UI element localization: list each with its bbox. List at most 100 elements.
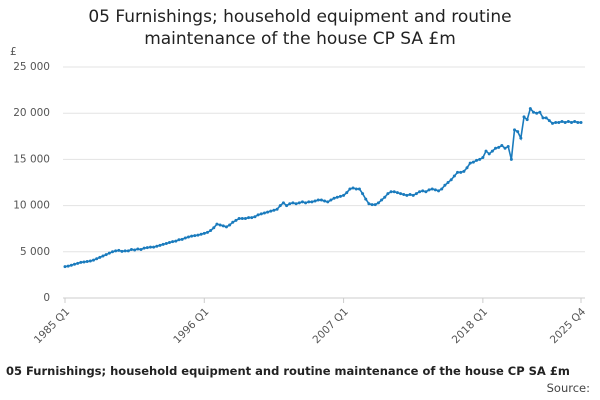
data-point xyxy=(468,161,472,165)
data-point xyxy=(345,191,349,195)
data-point xyxy=(471,160,475,164)
data-point xyxy=(243,217,247,221)
data-point xyxy=(411,193,415,197)
data-point xyxy=(319,198,323,202)
data-point xyxy=(63,265,67,269)
data-point xyxy=(231,220,235,224)
data-point xyxy=(348,187,352,191)
data-point xyxy=(253,215,257,219)
data-point xyxy=(528,107,532,111)
data-point xyxy=(285,204,289,208)
data-point xyxy=(180,237,184,241)
data-point xyxy=(148,245,152,249)
data-point xyxy=(579,120,583,124)
data-point xyxy=(114,249,118,253)
data-point xyxy=(259,212,263,216)
data-point xyxy=(437,189,441,193)
data-point xyxy=(196,233,200,237)
data-point xyxy=(177,238,181,242)
data-point xyxy=(281,201,285,205)
x-tick-label: 2025 Q4 xyxy=(548,306,589,347)
data-point xyxy=(373,203,377,207)
data-point xyxy=(145,246,149,250)
data-point xyxy=(405,193,409,197)
data-point xyxy=(304,201,308,205)
data-point xyxy=(395,191,399,195)
x-tick-label: 1996 Q1 xyxy=(171,306,211,346)
y-axis-label: £ xyxy=(10,46,17,58)
data-point xyxy=(446,181,450,184)
data-point xyxy=(430,187,434,191)
data-point xyxy=(392,190,396,194)
data-point xyxy=(240,217,244,221)
footer-title: 05 Furnishings; household equipment and … xyxy=(6,364,570,378)
data-point xyxy=(538,110,542,114)
data-point xyxy=(497,145,501,149)
data-point xyxy=(294,202,298,206)
x-tick-label: 1985 Q1 xyxy=(32,306,72,346)
data-point xyxy=(158,243,162,247)
data-point xyxy=(85,260,89,264)
data-point xyxy=(421,189,425,193)
data-point xyxy=(126,249,130,253)
data-point xyxy=(266,210,270,214)
data-point xyxy=(462,169,466,173)
data-point xyxy=(513,128,517,132)
data-point xyxy=(389,190,393,194)
data-point xyxy=(272,208,276,212)
data-point xyxy=(186,235,190,239)
data-point xyxy=(487,152,491,156)
data-point xyxy=(332,196,336,200)
data-point xyxy=(69,263,73,267)
data-point xyxy=(323,199,327,203)
data-point xyxy=(256,213,260,217)
data-point xyxy=(262,211,266,215)
data-point xyxy=(250,216,254,220)
data-point xyxy=(414,192,418,196)
source: Source: xyxy=(546,381,590,395)
data-point xyxy=(129,247,133,251)
data-point xyxy=(202,231,206,235)
y-tick-label: 20 000 xyxy=(13,107,50,119)
data-point xyxy=(133,248,137,252)
data-point xyxy=(443,183,447,187)
data-point xyxy=(516,130,520,134)
data-point xyxy=(544,116,548,120)
data-point xyxy=(386,192,390,196)
data-point xyxy=(164,241,168,245)
data-point xyxy=(76,261,80,265)
data-point xyxy=(380,198,384,202)
data-point xyxy=(110,250,114,254)
data-point xyxy=(190,234,194,238)
data-point xyxy=(490,149,494,153)
data-point xyxy=(224,225,228,229)
data-point xyxy=(484,149,488,153)
data-point xyxy=(522,115,526,119)
data-point xyxy=(500,144,504,148)
data-point xyxy=(573,120,577,124)
data-point xyxy=(547,119,551,123)
data-point xyxy=(215,222,219,226)
data-point xyxy=(459,170,463,174)
data-point xyxy=(72,262,76,266)
data-point xyxy=(167,241,171,245)
data-point xyxy=(408,193,412,197)
data-point xyxy=(316,198,320,202)
data-point xyxy=(433,188,437,192)
data-point xyxy=(478,157,482,161)
series-line xyxy=(64,106,581,268)
data-point xyxy=(310,200,314,204)
data-point xyxy=(234,218,238,222)
data-point xyxy=(199,232,203,236)
data-point xyxy=(205,230,209,234)
data-point xyxy=(228,223,232,227)
data-point xyxy=(107,251,111,255)
data-point xyxy=(307,200,311,204)
data-point xyxy=(98,255,102,259)
data-point xyxy=(525,118,529,122)
data-point xyxy=(560,120,564,124)
data-point xyxy=(142,246,146,250)
data-point xyxy=(82,260,86,264)
data-point xyxy=(338,194,342,198)
x-tick-label: 2018 Q1 xyxy=(450,306,490,346)
